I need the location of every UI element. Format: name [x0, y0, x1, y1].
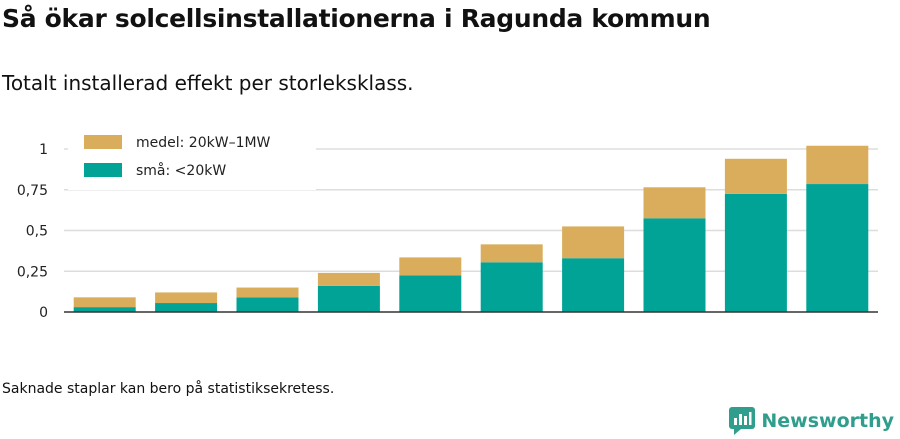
legend-label-medel: medel: 20kW–1MW: [136, 135, 271, 151]
axes: 0 0,25 0,5 0,75 1 2016 2017 2018 2019 2020 2021 202…: [17, 142, 878, 330]
bar-chart: 0 0,25 0,5 0,75 1 2016 2017 2018 2019 2020 2021 202…: [17, 126, 878, 330]
x-tick-label: 2023: [657, 329, 693, 330]
x-tick-label: 2025: [819, 329, 855, 330]
bar-medel-2022: [562, 226, 625, 259]
newsworthy-logo-icon: [729, 407, 756, 435]
legend-swatch-sma: [84, 163, 122, 177]
x-tick-label: 2024: [738, 329, 774, 330]
y-tick-label: 0,25: [17, 264, 48, 280]
chart-subtitle: Totalt installerad effekt per storlekskl…: [2, 71, 414, 95]
bar-sma-2023: [643, 218, 706, 312]
bar-medel-2024: [724, 158, 787, 194]
y-tick-label: 0,75: [17, 183, 48, 199]
bar-sma-2020: [399, 275, 462, 312]
y-tick-label: 0,5: [26, 224, 48, 240]
legend-swatch-medel: [84, 135, 122, 149]
x-tick-label: 2021: [494, 329, 530, 330]
bar-medel-2018: [236, 287, 299, 298]
legend: medel: 20kW–1MW små: <20kW: [68, 126, 316, 190]
x-tick-label: 2016: [87, 329, 123, 330]
chart-title: Så ökar solcellsinstallationerna i Ragun…: [2, 4, 711, 33]
brand-name: Newsworthy: [761, 410, 894, 432]
bar-sma-2022: [562, 258, 625, 312]
bar-medel-2017: [155, 292, 218, 304]
legend-label-sma: små: <20kW: [136, 162, 226, 179]
bar-medel-2019: [317, 272, 380, 286]
bar-medel-2025: [806, 145, 869, 185]
bar-medel-2021: [480, 244, 543, 263]
bar-medel-2016: [73, 297, 136, 308]
x-tick-label: 2020: [412, 329, 448, 330]
bar-medel-2020: [399, 257, 462, 276]
footnote: Saknade staplar kan bero på statistiksek…: [2, 381, 335, 397]
newsworthy-brand[interactable]: Newsworthy: [729, 407, 894, 435]
bar-sma-2017: [155, 303, 218, 312]
bar-sma-2025: [806, 184, 869, 312]
bar-sma-2016: [73, 307, 136, 312]
bar-medel-2023: [643, 187, 706, 219]
x-tick-label: 2018: [250, 329, 286, 330]
bar-sma-2024: [724, 193, 787, 312]
bar-sma-2021: [480, 262, 543, 312]
y-tick-label: 1: [39, 142, 48, 158]
x-tick-label: 2017: [168, 329, 204, 330]
x-tick-label: 2019: [331, 329, 367, 330]
bar-sma-2018: [236, 297, 299, 312]
bars: [73, 145, 869, 312]
y-tick-label: 0: [39, 305, 48, 321]
bar-sma-2019: [317, 285, 380, 312]
x-tick-label: 2022: [575, 329, 611, 330]
